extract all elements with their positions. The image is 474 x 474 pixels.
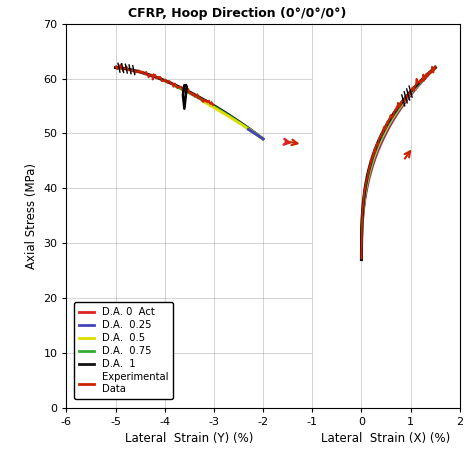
Legend: D.A. 0  Act, D.A.  0.25, D.A.  0.5, D.A.  0.75, D.A.  1, Experimental
Data: D.A. 0 Act, D.A. 0.25, D.A. 0.5, D.A. 0.… <box>74 302 173 399</box>
X-axis label: Lateral  Strain (Y) (%): Lateral Strain (Y) (%) <box>125 432 254 445</box>
Y-axis label: Axial Stress (MPa): Axial Stress (MPa) <box>25 163 37 269</box>
Text: CFRP, Hoop Direction (0°/0°/0°): CFRP, Hoop Direction (0°/0°/0°) <box>128 7 346 20</box>
X-axis label: Lateral  Strain (X) (%): Lateral Strain (X) (%) <box>321 432 451 445</box>
